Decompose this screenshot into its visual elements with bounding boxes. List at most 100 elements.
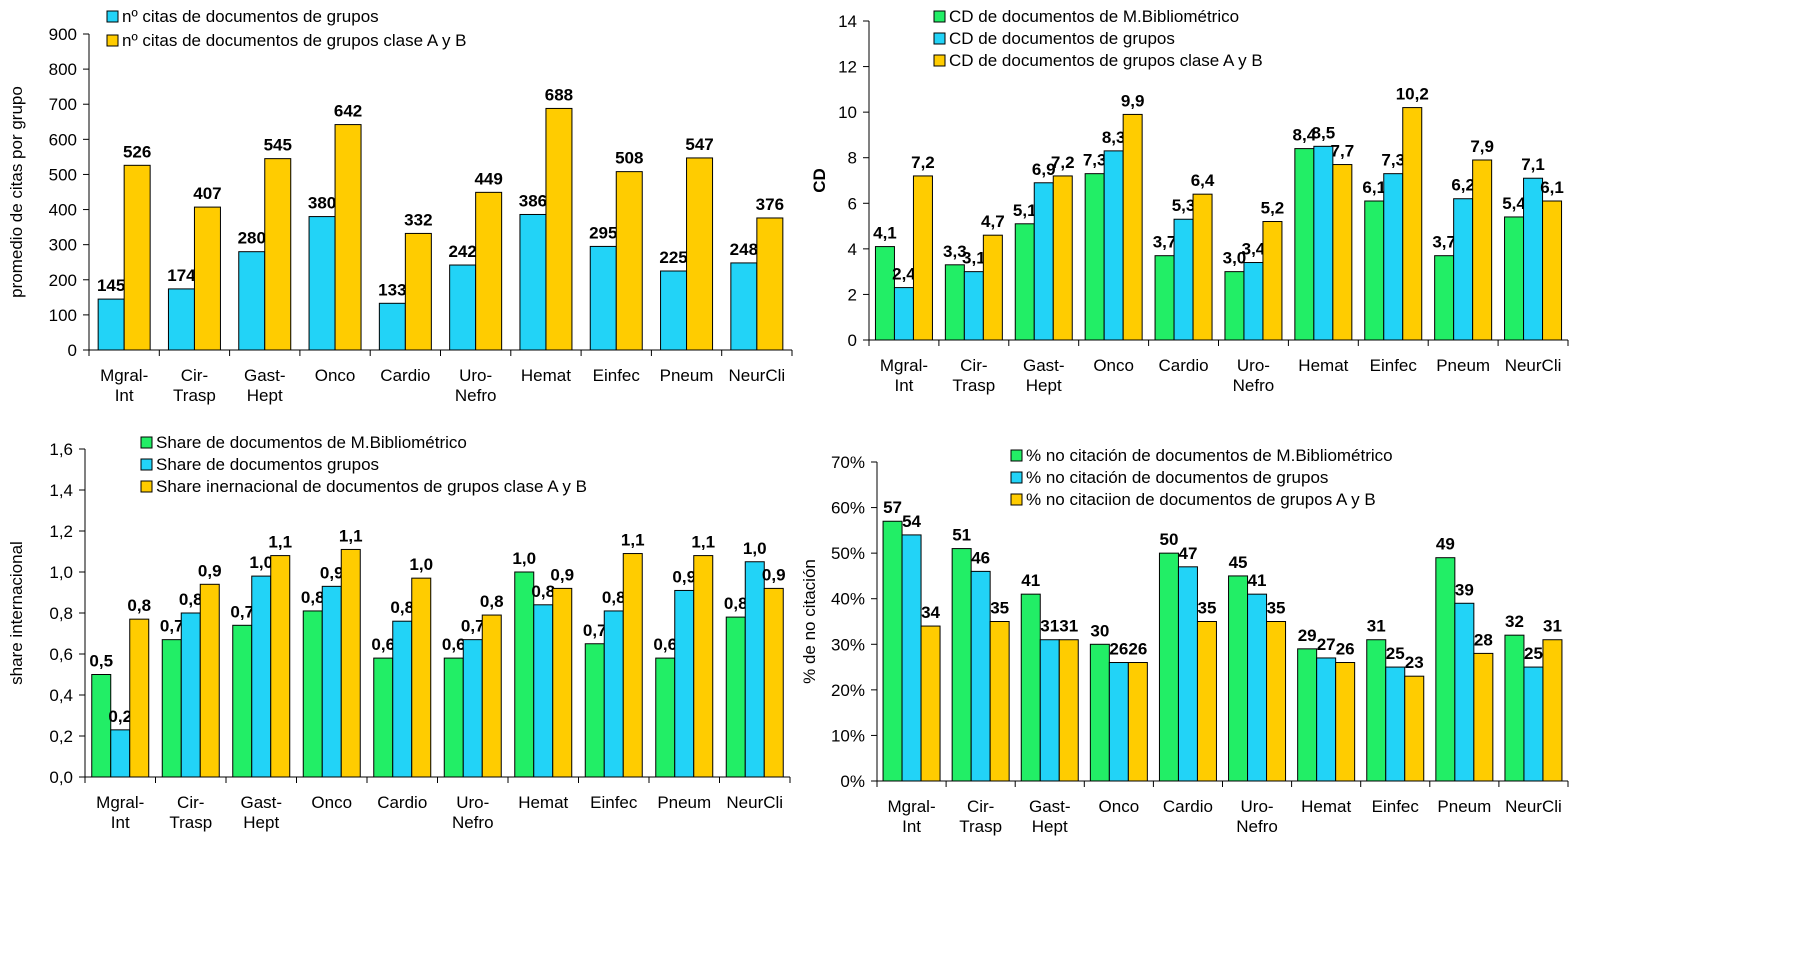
x-tick-label: Onco <box>1099 797 1140 816</box>
bar <box>1262 221 1283 341</box>
bar <box>552 587 573 778</box>
data-label: 6,4 <box>1191 171 1215 190</box>
bar <box>901 534 922 782</box>
data-label: 26 <box>1336 640 1355 659</box>
x-tick-label: NeurCli <box>729 366 786 385</box>
x-tick-label: Hemat <box>1301 797 1351 816</box>
data-label: 32 <box>1505 612 1524 631</box>
data-label: 0,9 <box>198 561 222 580</box>
x-tick-label: Einfec <box>1370 356 1418 375</box>
y-tick-label: 1,6 <box>49 440 73 459</box>
legend-label: Share de documentos de M.Bibliométrico <box>156 433 467 452</box>
y-tick-label: 70% <box>831 453 865 472</box>
bar <box>1453 198 1474 341</box>
x-tick-label: Hemat <box>518 793 568 812</box>
y-tick-label: 40% <box>831 590 865 609</box>
x-tick-label: Trasp <box>959 817 1002 836</box>
bar <box>1247 593 1268 782</box>
data-label: 35 <box>1197 599 1216 618</box>
data-label: 51 <box>952 526 971 545</box>
chart-4: 0% 10% 20% 30% 40% 50% 60% 70% 57 51 41 30 50 45 29 31 4… <box>800 446 1569 836</box>
y-axis-title: share internacional <box>7 541 26 685</box>
bar <box>238 251 266 351</box>
data-label: 1,0 <box>743 539 767 558</box>
data-label: 7,3 <box>1083 151 1107 170</box>
bar <box>1058 639 1079 782</box>
data-label: 0,9 <box>762 565 786 584</box>
data-label: 25 <box>1386 644 1405 663</box>
bar <box>1158 552 1179 782</box>
bar <box>123 164 151 351</box>
legend-label: Share inernacional de documentos de grup… <box>156 477 587 496</box>
data-label: 0,9 <box>672 567 696 586</box>
x-tick-label: Int <box>894 376 913 395</box>
data-label: 57 <box>883 498 902 517</box>
x-tick-label: Pneum <box>657 793 711 812</box>
bar <box>1122 113 1143 341</box>
x-tick-label: Gast- <box>240 793 282 812</box>
data-label: 8,4 <box>1293 126 1317 145</box>
x-tick-label: Uro- <box>1241 797 1274 816</box>
data-label: 526 <box>123 142 151 161</box>
data-label: 1,0 <box>409 555 433 574</box>
bar <box>1473 652 1494 782</box>
data-label: 386 <box>519 191 547 210</box>
legend-label: Share de documentos grupos <box>156 455 379 474</box>
legend-label: % no citaciion de documentos de grupos A… <box>1026 490 1376 509</box>
bar <box>660 270 688 351</box>
x-tick-label: Trasp <box>169 813 212 832</box>
data-label: 0,2 <box>108 707 132 726</box>
bar <box>180 612 201 778</box>
bar <box>1294 148 1315 341</box>
data-label: 242 <box>448 242 476 261</box>
bar <box>392 620 413 778</box>
bar <box>1454 602 1475 782</box>
x-tick-label: Hept <box>247 386 283 405</box>
bar <box>1089 643 1110 782</box>
data-label: 5,3 <box>1172 196 1196 215</box>
bar <box>1266 621 1287 782</box>
y-tick-label: 0% <box>840 772 865 791</box>
bar <box>1404 675 1425 782</box>
data-label: 35 <box>1267 599 1286 618</box>
x-tick-label: Onco <box>1093 356 1134 375</box>
x-tick-label: Pneum <box>660 366 714 385</box>
x-tick-label: Uro- <box>1237 356 1270 375</box>
bar <box>730 262 758 351</box>
data-label: 0,6 <box>653 635 677 654</box>
bar <box>519 213 547 351</box>
y-tick-label: 500 <box>49 165 77 184</box>
bar <box>756 217 784 351</box>
bar <box>963 271 984 341</box>
bar <box>1523 177 1544 341</box>
y-tick-label: 10% <box>831 726 865 745</box>
x-tick-label: Einfec <box>593 366 641 385</box>
y-tick-label: 1,4 <box>49 481 73 500</box>
bar <box>1402 107 1423 341</box>
chart-3: 0,00,20,40,60,81,01,21,41,60,50,70,70,80… <box>7 433 791 832</box>
data-label: 7,1 <box>1521 155 1545 174</box>
data-label: 133 <box>378 280 406 299</box>
bar <box>920 625 941 782</box>
bar <box>1224 271 1245 341</box>
bar <box>533 604 554 778</box>
bar <box>411 577 432 778</box>
bar <box>1173 218 1194 341</box>
data-label: 407 <box>193 184 221 203</box>
data-label: 688 <box>545 85 573 104</box>
y-tick-label: 1,2 <box>49 522 73 541</box>
x-tick-label: Uro- <box>456 793 489 812</box>
data-label: 41 <box>1021 571 1040 590</box>
bar <box>193 206 221 351</box>
y-tick-label: 20% <box>831 681 865 700</box>
bar <box>251 575 272 778</box>
bar <box>1523 666 1544 782</box>
data-label: 31 <box>1040 617 1059 636</box>
x-tick-label: Int <box>111 813 130 832</box>
data-label: 50 <box>1159 530 1178 549</box>
y-axis-title: % de no citación <box>800 559 819 684</box>
bar <box>1192 193 1213 341</box>
bar <box>129 618 150 778</box>
x-tick-label: NeurCli <box>1505 797 1562 816</box>
bar <box>199 583 220 778</box>
